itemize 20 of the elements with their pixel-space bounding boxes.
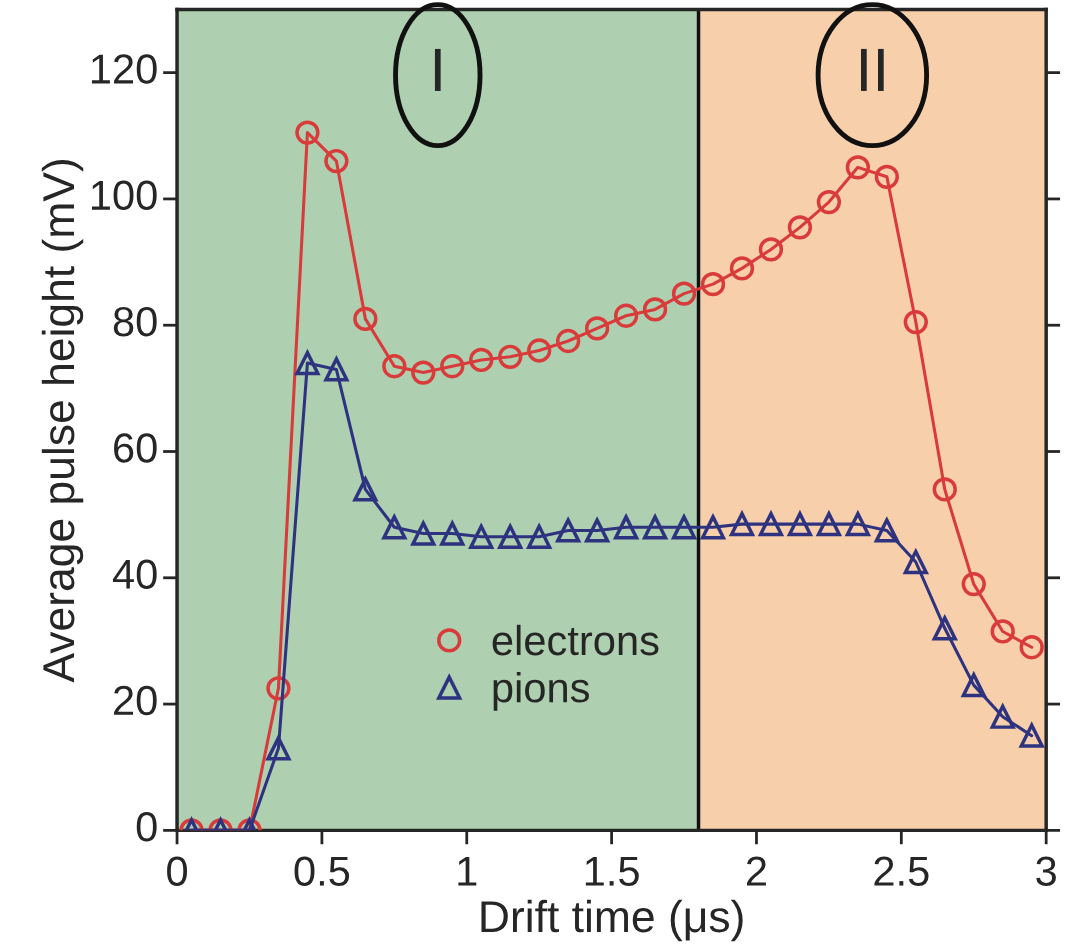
x-tick-label: 3: [1036, 856, 1056, 886]
legend-label: electrons: [492, 624, 659, 656]
x-axis-title: Drift time (μs): [481, 899, 743, 942]
x-tick-label: 1.5: [585, 856, 639, 886]
y-tick-label: 60: [114, 433, 157, 463]
y-tick-label: 20: [114, 685, 157, 716]
x-tick-label: 1: [458, 856, 477, 886]
y-tick-label: 100: [91, 180, 157, 211]
y-axis-title: Average pulse height (mV): [41, 159, 84, 683]
band-label: I: [434, 48, 441, 91]
y-tick-label: 120: [91, 54, 157, 84]
band-label: II: [861, 48, 884, 91]
legend-label: pions: [493, 671, 589, 711]
y-tick-label: 0: [136, 812, 157, 842]
x-tick-label: 2.5: [874, 856, 929, 886]
x-tick-label: 0: [167, 856, 187, 886]
y-tick-label: 40: [112, 559, 157, 589]
x-tick-label: 2: [746, 856, 766, 886]
x-tick-label: 0.5: [294, 856, 350, 886]
y-tick-label: 80: [113, 306, 157, 337]
